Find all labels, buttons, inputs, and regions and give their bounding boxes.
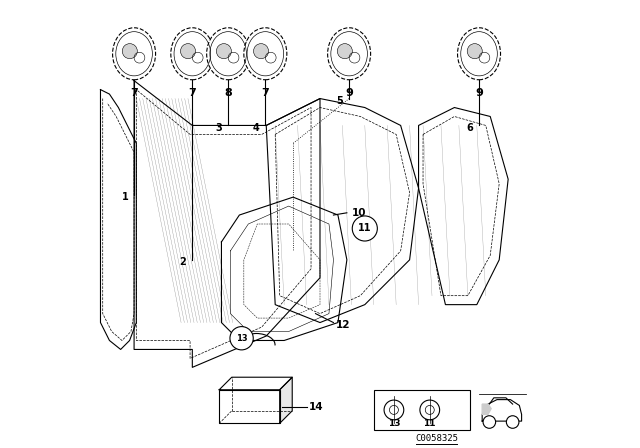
Circle shape <box>483 416 495 428</box>
Circle shape <box>506 416 519 428</box>
Ellipse shape <box>458 28 500 80</box>
Text: 5: 5 <box>337 96 343 106</box>
Circle shape <box>230 327 253 350</box>
Bar <box>220 390 280 423</box>
Text: 12: 12 <box>336 320 350 330</box>
Circle shape <box>337 43 353 59</box>
Ellipse shape <box>207 28 250 80</box>
Text: 1: 1 <box>122 192 128 202</box>
Text: 7: 7 <box>262 88 269 98</box>
Text: 9: 9 <box>345 88 353 98</box>
Text: 13: 13 <box>236 334 248 343</box>
Text: 10: 10 <box>351 208 366 218</box>
Ellipse shape <box>171 28 214 80</box>
Text: 4: 4 <box>253 123 260 133</box>
Circle shape <box>216 43 232 59</box>
Text: 11: 11 <box>424 419 436 428</box>
Ellipse shape <box>244 28 287 80</box>
Text: C0058325: C0058325 <box>415 434 458 443</box>
Text: 11: 11 <box>358 224 372 233</box>
Text: 13: 13 <box>388 419 400 428</box>
Circle shape <box>180 43 196 59</box>
Text: 8: 8 <box>224 88 232 98</box>
Bar <box>374 390 470 430</box>
Text: 2: 2 <box>180 257 186 267</box>
Text: 6: 6 <box>467 123 473 133</box>
Text: 7: 7 <box>188 88 196 98</box>
Ellipse shape <box>113 28 156 80</box>
Ellipse shape <box>328 28 371 80</box>
Text: 9: 9 <box>475 88 483 98</box>
Text: 3: 3 <box>216 123 222 133</box>
Polygon shape <box>482 400 522 421</box>
Text: 7: 7 <box>130 88 138 98</box>
Circle shape <box>122 43 138 59</box>
Circle shape <box>253 43 269 59</box>
Polygon shape <box>280 377 292 423</box>
Circle shape <box>467 43 483 59</box>
Text: 14: 14 <box>309 401 323 412</box>
Polygon shape <box>482 404 491 414</box>
Polygon shape <box>220 377 292 390</box>
Circle shape <box>352 216 378 241</box>
